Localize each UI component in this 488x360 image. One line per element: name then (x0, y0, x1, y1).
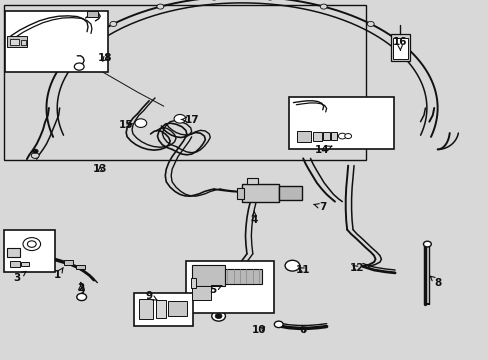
Circle shape (344, 134, 351, 139)
Text: 11: 11 (295, 265, 310, 275)
Bar (390, 34, 409, 61)
Text: 8: 8 (429, 276, 440, 288)
Bar (191, 265, 224, 286)
Text: 2: 2 (77, 283, 84, 293)
Bar (297, 131, 310, 142)
Bar (237, 188, 244, 199)
Circle shape (423, 241, 430, 247)
Bar (5, 11, 107, 72)
Text: 14: 14 (314, 145, 331, 156)
Bar (278, 186, 302, 200)
Bar (63, 260, 73, 265)
Bar (392, 38, 407, 59)
Bar (190, 278, 195, 288)
Bar (4, 230, 55, 272)
Circle shape (211, 311, 225, 321)
Bar (288, 97, 393, 149)
Circle shape (135, 119, 146, 127)
Bar (7, 248, 20, 257)
Text: 7: 7 (313, 202, 326, 212)
Text: 4: 4 (250, 212, 258, 225)
Text: 3: 3 (14, 271, 26, 283)
Bar (76, 265, 84, 269)
Bar (10, 39, 19, 45)
Text: 6: 6 (299, 325, 306, 336)
Bar (312, 132, 321, 141)
Bar (7, 36, 27, 47)
Bar (4, 5, 365, 160)
Circle shape (31, 153, 39, 158)
Bar (87, 11, 98, 17)
Bar (20, 40, 26, 45)
Circle shape (285, 260, 299, 271)
Text: 1: 1 (54, 267, 63, 280)
Bar (246, 178, 257, 184)
Circle shape (74, 63, 84, 70)
Text: 5: 5 (209, 285, 222, 295)
Circle shape (23, 238, 41, 251)
Circle shape (32, 149, 38, 153)
Circle shape (110, 22, 117, 27)
Bar (155, 300, 166, 318)
Circle shape (73, 46, 80, 51)
Bar (242, 184, 278, 202)
Circle shape (174, 114, 185, 123)
Text: 16: 16 (392, 37, 407, 50)
Bar (168, 301, 186, 316)
Text: 9: 9 (145, 291, 158, 301)
Text: 17: 17 (181, 114, 199, 125)
Circle shape (27, 241, 36, 247)
Text: 10: 10 (251, 325, 266, 336)
Text: 15: 15 (119, 120, 133, 130)
Circle shape (403, 46, 410, 51)
Bar (139, 299, 153, 319)
Bar (191, 286, 211, 300)
Circle shape (77, 293, 86, 301)
Text: 18: 18 (98, 53, 112, 63)
Circle shape (157, 4, 163, 9)
Circle shape (366, 22, 373, 27)
Bar (134, 293, 193, 326)
Bar (330, 132, 336, 140)
Text: 13: 13 (93, 164, 107, 174)
Circle shape (215, 314, 222, 319)
Bar (10, 261, 20, 267)
Circle shape (338, 133, 346, 139)
Bar (20, 262, 29, 266)
Text: 12: 12 (349, 263, 364, 273)
Bar (185, 261, 273, 313)
Bar (322, 132, 329, 140)
Bar (224, 269, 261, 284)
Circle shape (274, 321, 283, 328)
Circle shape (320, 4, 326, 9)
